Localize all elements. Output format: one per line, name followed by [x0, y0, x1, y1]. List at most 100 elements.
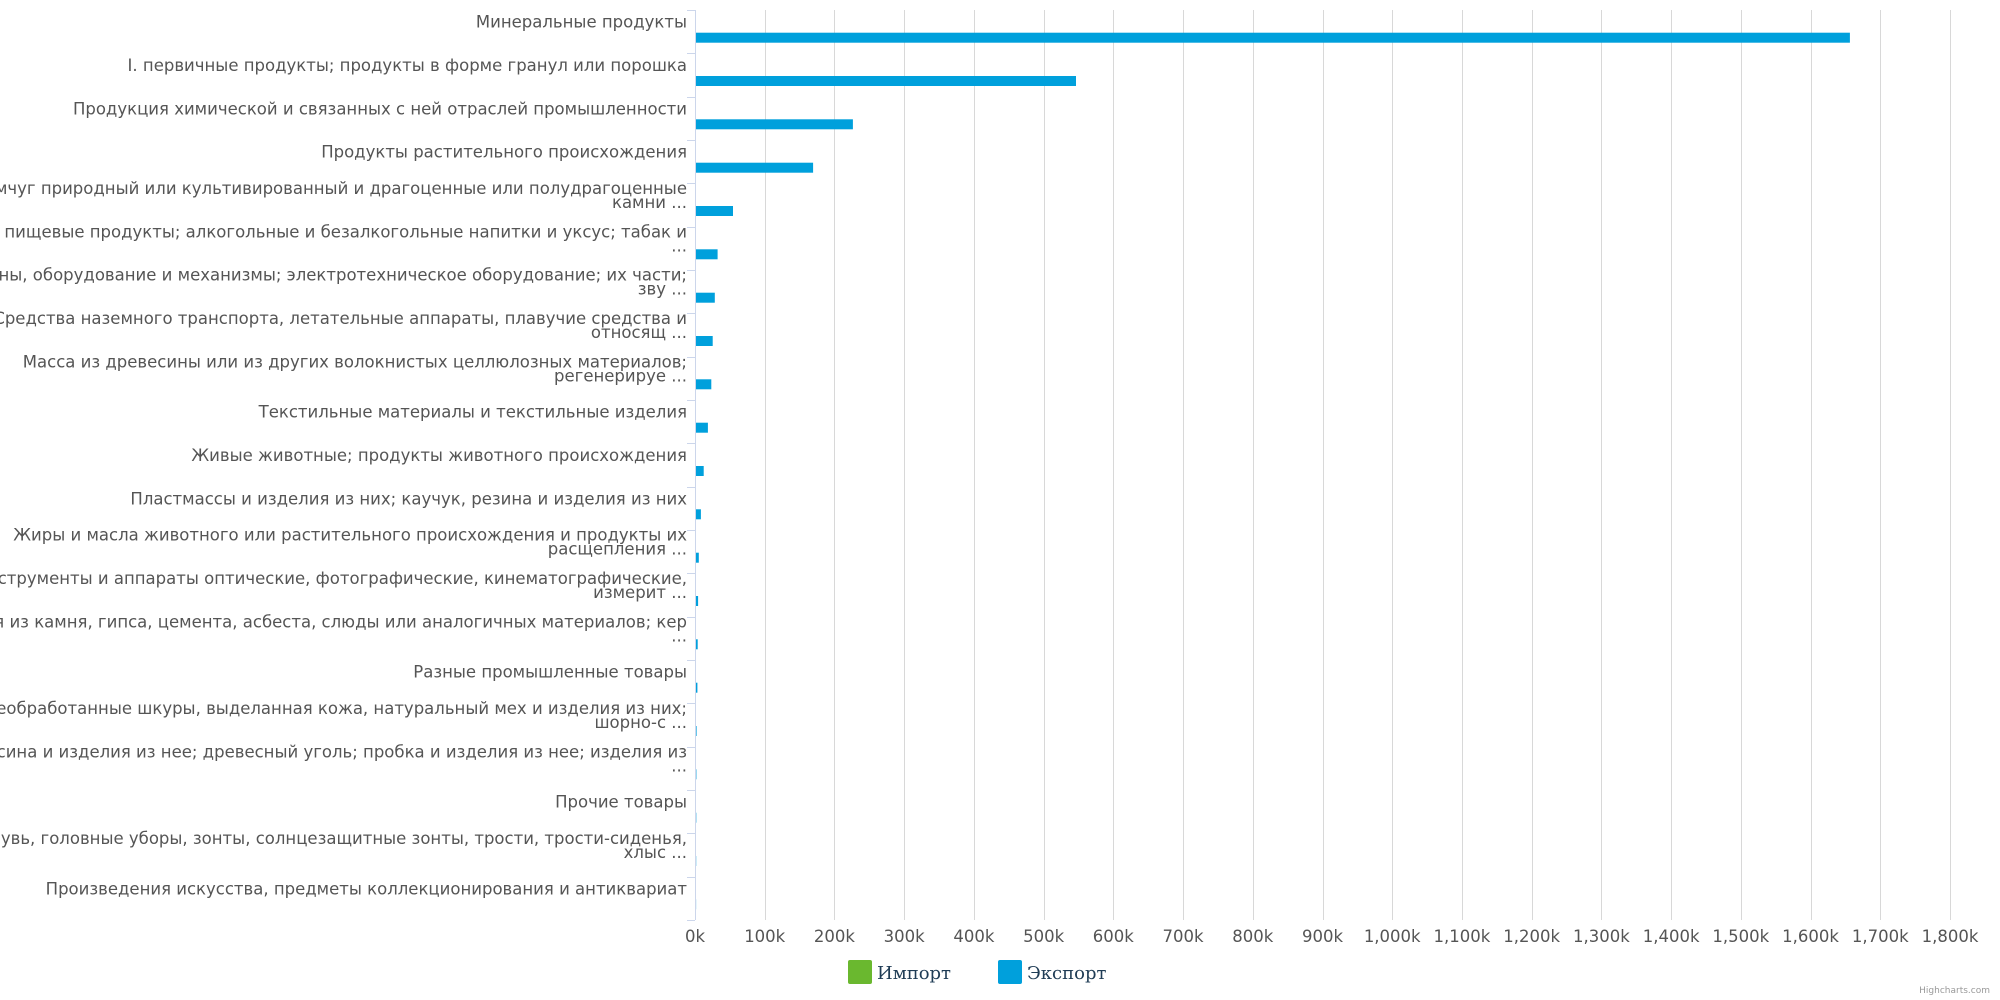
bar-export[interactable] [696, 32, 1850, 43]
x-tick-label: 0k [685, 927, 705, 946]
category-label: Текстильные материалы и текстильные изде… [258, 403, 687, 422]
category-label-line: Продукты растительного происхождения [321, 143, 687, 162]
category-label: Минеральные продукты [476, 13, 687, 32]
category-label: Прочие товары [555, 793, 687, 812]
category-label-line: Жемчуг природный или культивированный и … [0, 179, 687, 198]
x-tick-label: 200k [814, 927, 855, 946]
category-label-line: измерит ... [593, 583, 687, 602]
category-label-line: хлыс ... [624, 843, 687, 862]
x-tick-label: 300k [884, 927, 925, 946]
category-label: Средства наземного транспорта, летательн… [0, 309, 687, 342]
category-label-line: Живые животные; продукты животного проис… [191, 446, 687, 465]
category-label-line: ... [671, 236, 687, 255]
bar-export[interactable] [696, 162, 814, 173]
bar-export[interactable] [696, 509, 701, 520]
category-label-line: шорно-с ... [594, 713, 687, 732]
bar-export[interactable] [696, 119, 853, 130]
bar-export[interactable] [696, 206, 733, 216]
x-tick-label: 1,600k [1782, 927, 1839, 946]
category-label: Необработанные шкуры, выделанная кожа, н… [0, 699, 687, 732]
x-tick-label: 700k [1163, 927, 1204, 946]
category-label-line: Произведения искусства, предметы коллекц… [46, 879, 688, 898]
x-tick-label: 1,200k [1503, 927, 1560, 946]
credits-link[interactable]: Highcharts.com [1919, 986, 1990, 996]
category-label-line: Пластмассы и изделия из них; каучук, рез… [130, 489, 687, 508]
x-tick-label: 900k [1302, 927, 1343, 946]
bar-export[interactable] [696, 422, 708, 433]
grid-lines [695, 10, 1951, 920]
bar-export[interactable] [696, 336, 713, 346]
legend-label: Импорт [877, 963, 951, 984]
category-label-line: Жиры и масла животного или растительного… [13, 526, 687, 545]
category-label-line: I. первичные продукты; продукты в форме … [128, 56, 687, 75]
bar-series [696, 32, 1850, 910]
category-label-line: ... [671, 626, 687, 645]
category-label-line: Масса из древесины или из других волокни… [23, 352, 687, 371]
bar-export[interactable] [696, 76, 1076, 86]
category-label-line: Необработанные шкуры, выделанная кожа, н… [0, 699, 687, 718]
category-label: Инструменты и аппараты оптические, фотог… [0, 569, 687, 602]
x-tick-label: 600k [1093, 927, 1134, 946]
x-tick-label: 1,100k [1434, 927, 1491, 946]
category-label: Изделия из камня, гипса, цемента, асбест… [0, 612, 687, 645]
x-tick-label: 1,800k [1922, 927, 1979, 946]
bar-export[interactable] [696, 639, 698, 650]
bar-export[interactable] [696, 726, 697, 736]
x-tick-label: 1,500k [1712, 927, 1769, 946]
category-label: Живые животные; продукты животного проис… [191, 446, 687, 465]
category-label-line: Минеральные продукты [476, 13, 687, 32]
category-label: Жемчуг природный или культивированный и … [0, 179, 687, 212]
category-label-line: Средства наземного транспорта, летательн… [0, 309, 687, 328]
x-tick-label: 800k [1232, 927, 1273, 946]
x-tick-label: 100k [744, 927, 785, 946]
category-label-line: Древесина и изделия из нее; древесный уг… [0, 742, 687, 761]
category-label-line: Текстильные материалы и текстильные изде… [258, 403, 687, 422]
bar-export[interactable] [696, 682, 698, 693]
category-label-line: Изделия из камня, гипса, цемента, асбест… [0, 612, 687, 631]
legend-swatch [848, 960, 872, 984]
category-label-line: ... [671, 756, 687, 775]
x-tick-label: 1,000k [1364, 927, 1421, 946]
category-label: Произведения искусства, предметы коллекц… [46, 879, 688, 898]
category-label-line: регенерируе ... [554, 366, 687, 385]
category-label: Жиры и масла животного или растительного… [13, 526, 687, 559]
x-tick-label: 1,400k [1643, 927, 1700, 946]
category-label-line: относящ ... [591, 323, 687, 342]
x-tick-label: 400k [953, 927, 994, 946]
category-label-line: камни ... [612, 193, 687, 212]
x-tick-label: 500k [1023, 927, 1064, 946]
legend[interactable]: Импорт Экспорт [848, 960, 1106, 984]
category-label-line: расщепления ... [548, 540, 687, 559]
category-label-line: Прочие товары [555, 793, 687, 812]
legend-swatch [998, 960, 1022, 984]
legend-label: Экспорт [1027, 963, 1106, 984]
bar-export[interactable] [696, 596, 699, 606]
y-axis [687, 10, 696, 921]
category-label-line: Продукция химической и связанных с ней о… [73, 99, 687, 118]
bar-export[interactable] [696, 379, 712, 390]
category-label-line: Обувь, головные уборы, зонты, солнцезащи… [0, 829, 687, 848]
category-label-line: Машины, оборудование и механизмы; электр… [0, 266, 687, 285]
bar-export[interactable] [696, 552, 699, 563]
x-tick-label: 1,300k [1573, 927, 1630, 946]
category-label-line: Готовые пищевые продукты; алкогольные и … [0, 222, 687, 241]
category-label: Пластмассы и изделия из них; каучук, рез… [130, 489, 687, 508]
bar-export[interactable] [696, 292, 715, 303]
category-label: Продукция химической и связанных с ней о… [73, 99, 687, 118]
category-label: Разные промышленные товары [413, 663, 687, 682]
category-label-line: Разные промышленные товары [413, 663, 687, 682]
category-labels: Минеральные продукты I. первичные продукт… [0, 13, 687, 899]
category-label-line: зву ... [638, 280, 687, 299]
legend-item-import[interactable]: Импорт [848, 960, 951, 984]
bar-export[interactable] [696, 249, 718, 260]
category-label: Машины, оборудование и механизмы; электр… [0, 266, 687, 299]
category-label: Продукты растительного происхождения [321, 143, 687, 162]
category-label: I. первичные продукты; продукты в форме … [128, 56, 687, 75]
legend-item-export[interactable]: Экспорт [998, 960, 1106, 984]
category-label-line: Инструменты и аппараты оптические, фотог… [0, 569, 687, 588]
x-axis-tick-labels: 0k 100k 200k 300k 400k 500k 600k 700k 800k 900k 1,… [685, 927, 1979, 946]
bar-export[interactable] [696, 466, 704, 476]
category-label: Древесина и изделия из нее; древесный уг… [0, 742, 687, 775]
